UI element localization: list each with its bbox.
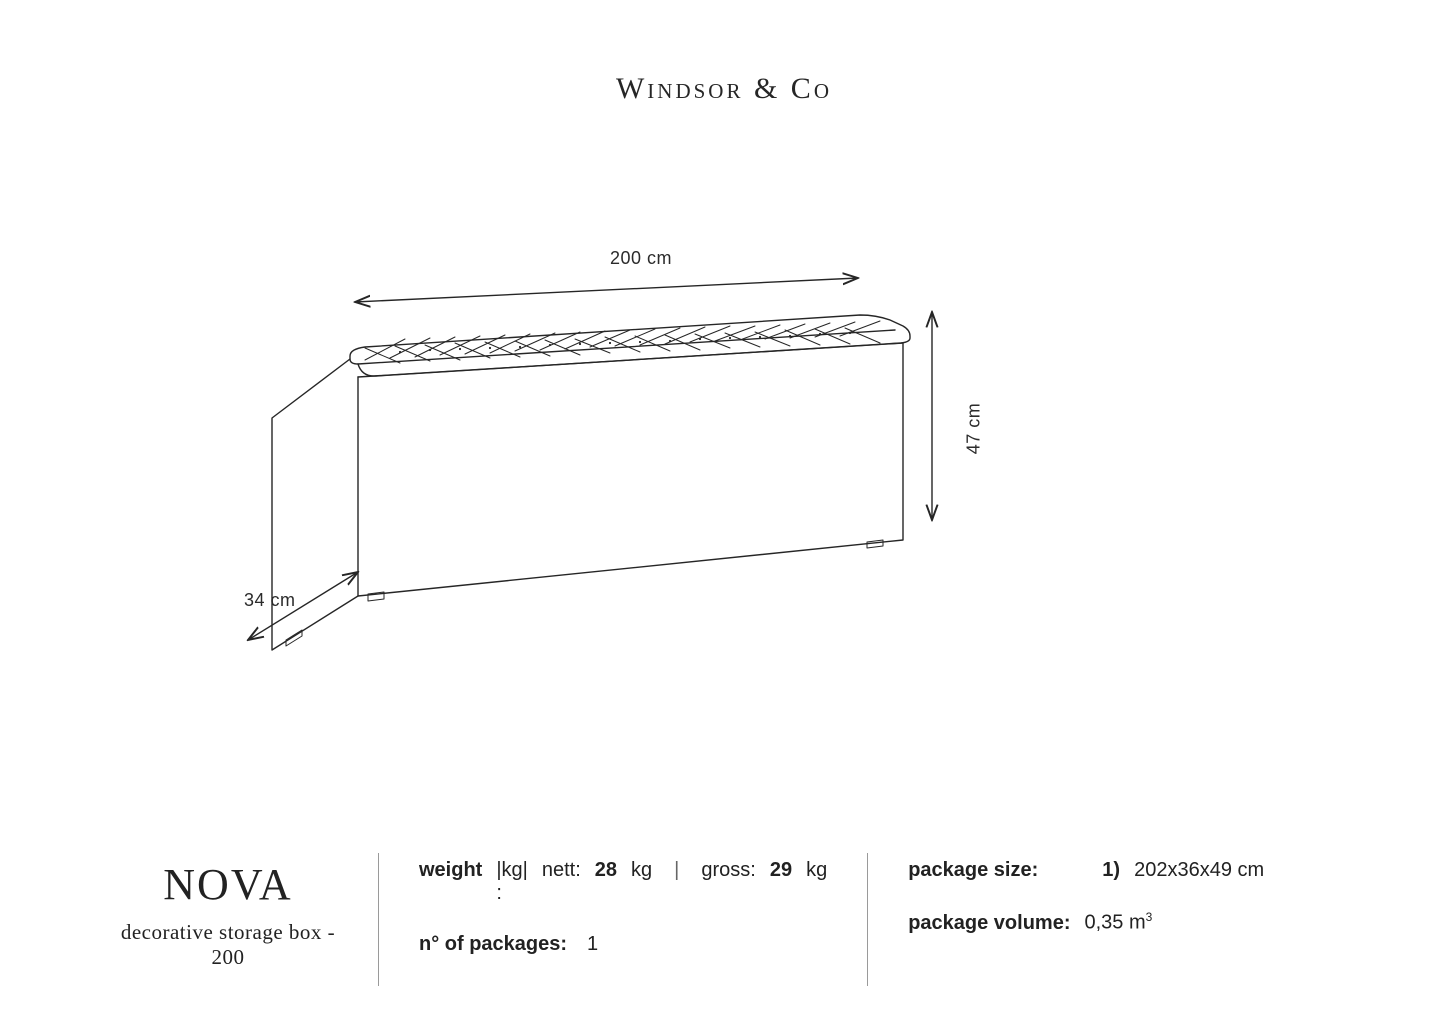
package-volume-line: package volume: 0,35 m3 — [908, 910, 1348, 935]
weight-gross-unit: kg — [806, 859, 827, 882]
weight-nett-value: 28 — [595, 859, 617, 882]
weight-nett-unit: kg — [631, 859, 652, 882]
bench-drawing — [250, 260, 1050, 690]
packages-line: n° of packages: 1 — [419, 933, 827, 956]
weight-nett-label: nett: — [542, 859, 581, 882]
weight-gross-value: 29 — [770, 859, 792, 882]
product-name: NOVA — [118, 859, 338, 910]
weight-divider: | — [666, 859, 687, 882]
product-subtitle: decorative storage box - 200 — [118, 920, 338, 970]
packages-value: 1 — [587, 933, 598, 956]
package-size-line: package size: 1) 202x36x49 cm — [908, 859, 1348, 882]
brand-title: Windsor & Co — [0, 72, 1448, 106]
package-block: package size: 1) 202x36x49 cm package vo… — [867, 853, 1388, 986]
weight-line: weight |kg| : nett: 28 kg | gross: 29 kg — [419, 859, 827, 905]
package-volume-value: 0,35 m3 — [1085, 910, 1153, 935]
weight-gross-label: gross: — [701, 859, 755, 882]
package-size-value: 202x36x49 cm — [1134, 859, 1264, 882]
dim-height-label: 47 cm — [963, 403, 984, 455]
product-title-block: NOVA decorative storage box - 200 — [78, 853, 378, 986]
package-size-key: package size: — [908, 859, 1038, 882]
weight-packages-block: weight |kg| : nett: 28 kg | gross: 29 kg… — [378, 853, 867, 986]
packages-key: n° of packages: — [419, 933, 567, 956]
package-volume-key: package volume: — [908, 912, 1070, 935]
weight-unit: |kg| : — [496, 859, 528, 905]
dim-width-label: 200 cm — [610, 248, 672, 269]
spec-bar: NOVA decorative storage box - 200 weight… — [78, 853, 1388, 986]
dim-depth-label: 34 cm — [244, 590, 296, 611]
package-size-idx: 1) — [1102, 859, 1120, 882]
product-diagram: 200 cm 47 cm 34 cm — [250, 260, 1050, 690]
weight-key: weight — [419, 859, 482, 882]
